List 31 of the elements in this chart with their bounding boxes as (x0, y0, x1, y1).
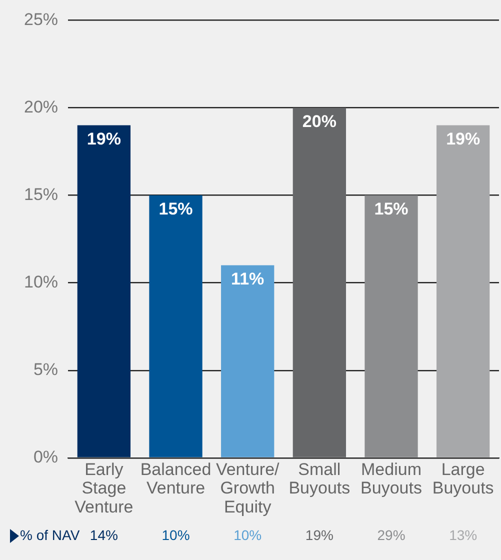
y-tick-label: 10% (24, 272, 58, 292)
y-tick-label: 5% (33, 360, 58, 380)
data-label: 20% (302, 112, 336, 131)
text: 29% (377, 526, 406, 543)
y-tick-label: 15% (24, 184, 58, 204)
bar (364, 195, 418, 458)
x-tick-label: Venture/ Growth Equity (216, 460, 280, 516)
text: % of NAV (20, 526, 80, 543)
x-tick-label: Large Buyouts (432, 460, 494, 498)
text: 19% (305, 526, 334, 543)
text: 10% (162, 526, 190, 543)
data-label: 19% (446, 129, 480, 148)
data-label: 15% (374, 199, 408, 218)
data-label: 15% (158, 199, 193, 218)
x-tick-label: Small Buyouts (288, 460, 350, 498)
text: 13% (449, 526, 478, 543)
y-tick-label: 25% (24, 10, 58, 29)
y-tick-label: 20% (24, 97, 58, 116)
text: 14% (90, 526, 118, 543)
x-tick-label: Balanced Venture (140, 460, 212, 498)
bar (292, 108, 346, 458)
bar (436, 125, 490, 458)
bar (221, 265, 274, 458)
data-label: 11% (231, 270, 264, 288)
bar (77, 125, 131, 458)
data-label: 19% (86, 129, 121, 148)
text: 10% (234, 526, 262, 543)
x-tick-label: Medium Buyouts (360, 460, 422, 498)
x-tick-label: Early Stage Venture (74, 460, 134, 516)
y-tick-label: 0% (33, 448, 58, 467)
bar (149, 195, 202, 458)
